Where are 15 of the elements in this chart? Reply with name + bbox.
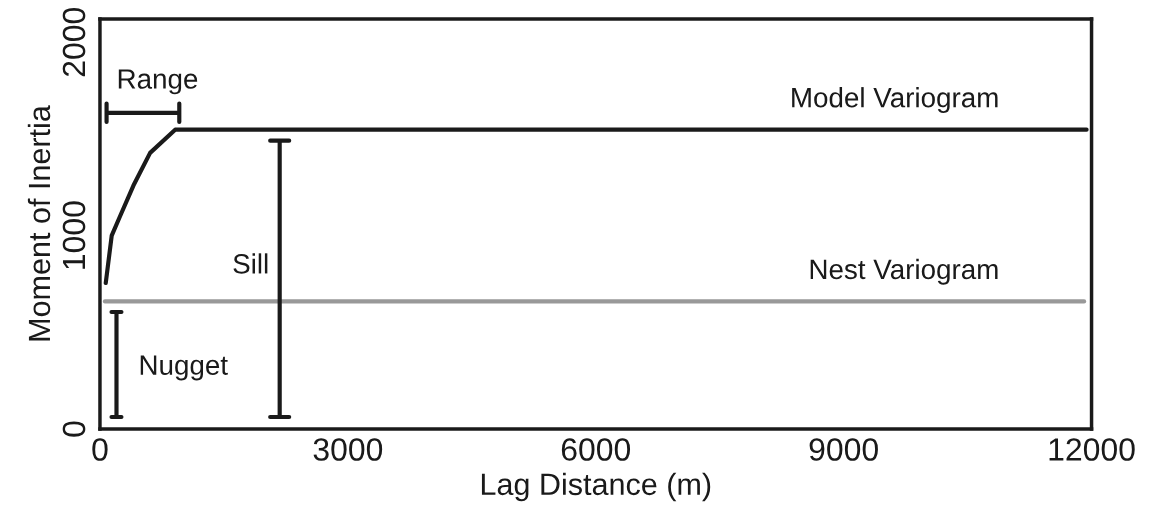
series-label: Nest Variogram xyxy=(810,258,998,285)
y-axis-title: Moment of Inertia xyxy=(27,105,51,341)
y-tick-label: 0 xyxy=(62,421,86,437)
annotation: Nugget xyxy=(140,355,228,381)
x-tick-label: 6000 xyxy=(561,438,631,461)
x-tick-label: 9000 xyxy=(809,438,878,461)
x-tick-label: 12000 xyxy=(1049,438,1135,461)
x-tick-label: 0 xyxy=(92,438,108,461)
y-tick-label: 2000 xyxy=(62,7,86,77)
annotation: Range xyxy=(118,69,198,95)
series-label: Model Variogram xyxy=(792,87,998,113)
x-axis-title: Lag Distance (m) xyxy=(481,472,711,502)
annotation: Sill xyxy=(233,253,268,274)
y-tick-label: 1000 xyxy=(62,201,86,269)
x-tick-label: 3000 xyxy=(313,438,383,461)
